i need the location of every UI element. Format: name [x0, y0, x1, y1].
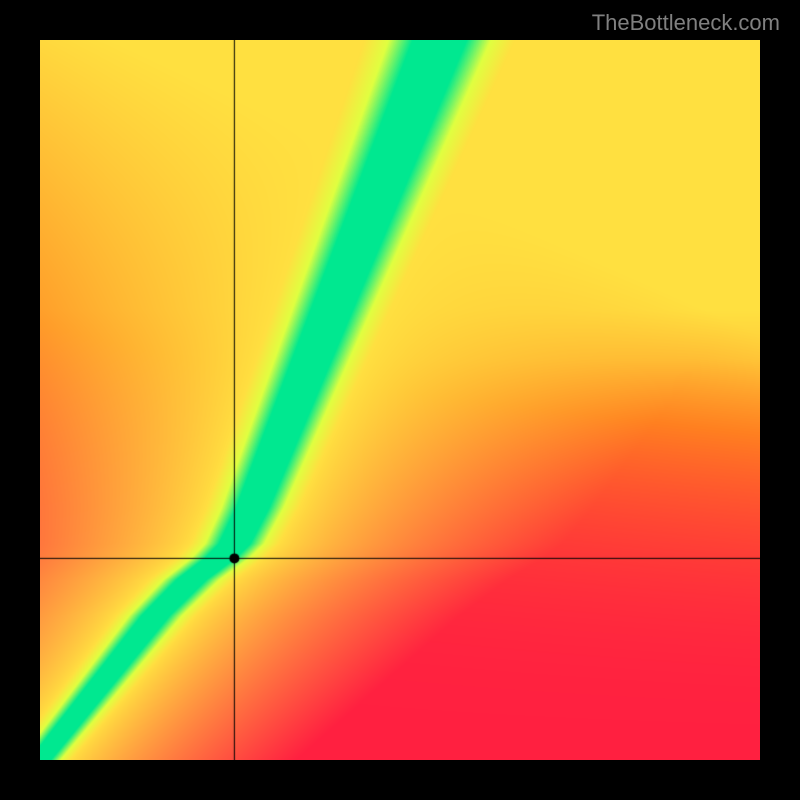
bottleneck-heatmap	[40, 40, 760, 760]
watermark-text: TheBottleneck.com	[592, 10, 780, 36]
heatmap-canvas	[40, 40, 760, 760]
